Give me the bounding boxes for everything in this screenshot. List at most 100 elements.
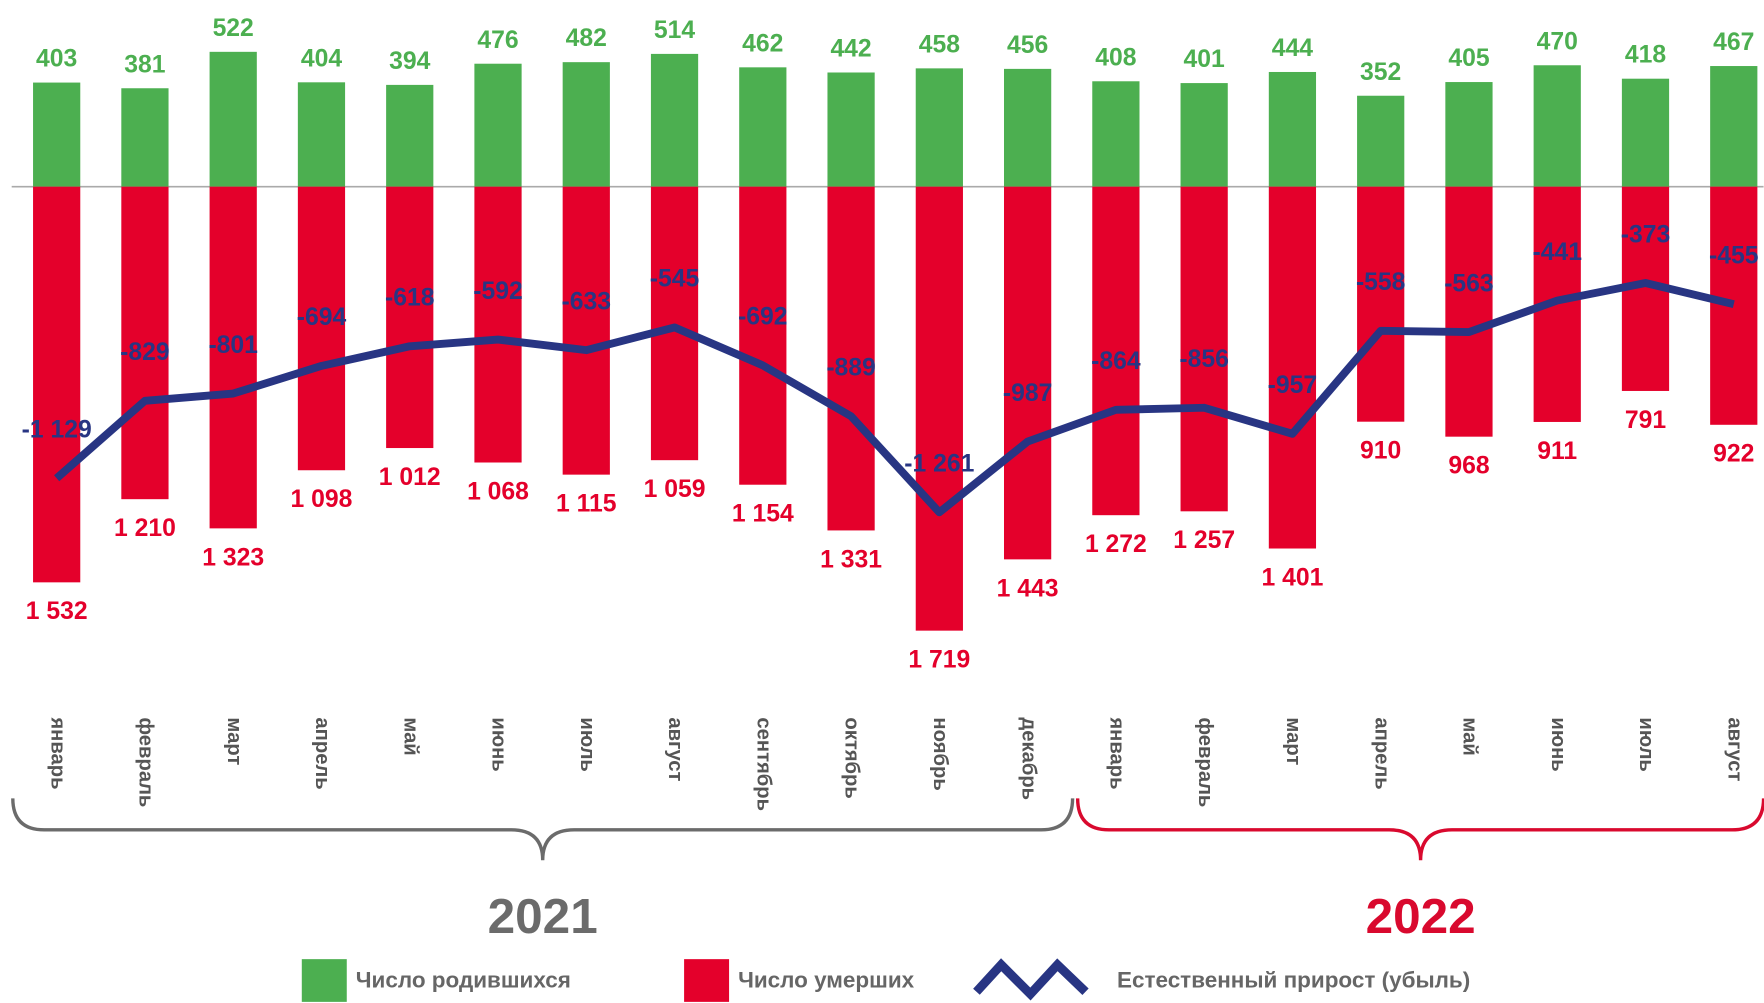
x-tick-label: март [1282,717,1304,765]
value-label: -618 [385,285,434,312]
bar [1445,186,1493,437]
x-tick-label: декабрь [1017,717,1039,800]
bar [1092,81,1140,187]
value-label: -545 [650,266,700,293]
value-label: 462 [742,30,783,57]
value-label: -592 [473,278,522,305]
value-label: 476 [477,27,518,54]
value-label: 405 [1448,45,1489,72]
bar [121,186,169,500]
bar [1357,95,1405,187]
bar [474,186,522,463]
value-label: 514 [654,17,695,44]
value-label: 968 [1448,453,1489,480]
x-tick-label: апрель [311,717,333,789]
legend-swatch [973,958,1089,1001]
bar [562,62,610,187]
x-tick-label: февраль [1194,717,1216,807]
bar [650,186,699,461]
bar [562,186,610,475]
value-label: 1 257 [1173,527,1235,554]
value-label: -558 [1356,269,1405,296]
value-label: -633 [562,288,611,315]
value-label: 911 [1537,438,1577,465]
x-tick-label: январь [1106,716,1128,789]
value-label: 1 272 [1085,531,1147,558]
value-label: -889 [826,355,875,382]
value-label: 482 [566,25,607,52]
x-tick-label: октябрь [841,717,863,798]
value-label: 394 [389,48,430,75]
value-label: 1 331 [820,546,882,573]
x-tick-label: июль [576,717,598,771]
value-label: 910 [1360,438,1401,465]
value-label: 1 532 [26,598,88,625]
value-label: -864 [1091,348,1141,375]
legend-swatch [301,959,347,1002]
bar [1268,186,1317,549]
value-label: 381 [124,51,165,78]
bar [1180,186,1228,512]
year-brace [11,798,1075,861]
value-label: -957 [1268,372,1317,399]
bar [297,82,346,187]
legend-swatch [684,959,730,1002]
x-tick-label: июль [1635,717,1657,771]
value-label: -692 [738,304,787,331]
bar [1180,83,1228,187]
value-label: 458 [919,31,960,58]
legend-label: Естественный прирост (убыль) [1117,968,1470,993]
value-label: -1 129 [22,417,92,444]
value-label: 1 068 [467,478,529,505]
bar [297,186,346,471]
value-label: 470 [1537,28,1578,55]
x-tick-label: ноябрь [929,717,951,790]
value-label: 522 [213,15,254,42]
value-label: 401 [1184,46,1225,73]
line [54,279,1735,517]
legend-label: Число родившихся [356,968,571,993]
bar [827,186,875,531]
value-label: -694 [297,304,347,331]
bar [915,186,963,631]
bar [121,88,169,187]
bar [33,186,81,583]
value-label: -856 [1179,346,1228,373]
x-tick-label: апрель [1370,717,1392,789]
x-tick-label: август [664,717,686,781]
bar [209,51,257,187]
x-tick-label: январь [46,716,68,789]
value-label: 1 059 [644,476,706,503]
value-label: 1 323 [202,544,264,571]
value-label: 1 443 [997,575,1059,602]
value-label: 1 401 [1261,564,1323,591]
value-label: 444 [1272,35,1313,62]
value-label: 467 [1713,29,1754,56]
value-label: 1 012 [379,464,441,491]
legend-label: Число умерших [738,968,915,993]
bar [33,82,81,187]
bar [386,84,434,187]
x-tick-label: сентябрь [752,717,774,811]
value-label: -563 [1444,270,1493,297]
bar [739,186,787,485]
value-label: 442 [830,36,871,63]
value-label: -373 [1621,221,1670,248]
bar [827,72,875,187]
bar [1357,186,1405,422]
bar [1004,68,1052,187]
value-label: 1 115 [556,491,617,518]
value-label: 408 [1095,44,1136,71]
bar [739,67,787,187]
value-label: 456 [1007,32,1048,59]
bar [1268,71,1317,187]
value-label: 404 [301,45,342,72]
bar [1710,186,1758,425]
value-label: 1 210 [114,515,176,542]
x-tick-label: август [1723,717,1745,781]
bar [1445,82,1493,187]
bar [650,53,699,187]
value-label: 1 719 [908,647,970,674]
bar [386,186,434,449]
bar [1621,78,1670,187]
